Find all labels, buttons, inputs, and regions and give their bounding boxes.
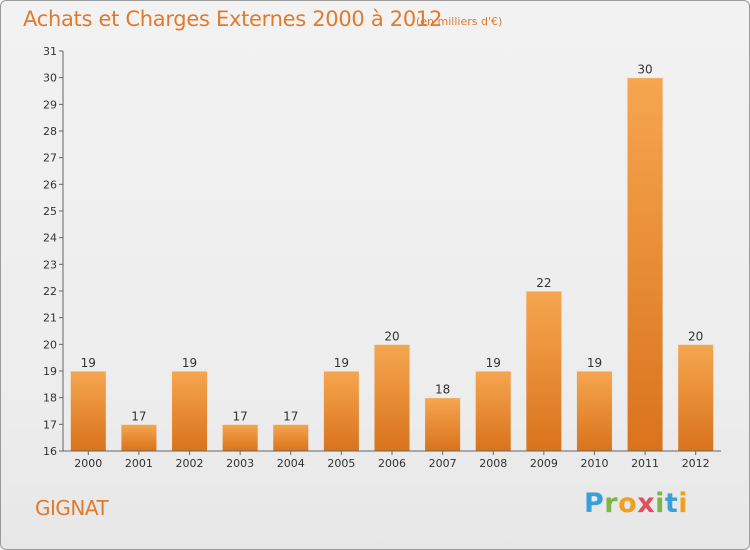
y-axis: 16 17 18 19 20 21 22 23 24 25 26 27 28 29 30 31 — [43, 45, 64, 458]
bar — [424, 397, 462, 452]
bar — [69, 370, 107, 452]
bar — [120, 423, 158, 452]
y-tick-label: 25 — [43, 205, 57, 218]
x-tick-label: 2002 — [176, 457, 204, 470]
bar-value-label: 17 — [283, 409, 298, 423]
x-tick-label: 2004 — [277, 457, 305, 470]
bar — [677, 343, 715, 452]
bar-value-label: 17 — [233, 409, 248, 423]
bar — [171, 370, 209, 452]
bar — [575, 370, 613, 452]
logo-letter: i — [678, 488, 689, 519]
bar-value-label: 18 — [435, 383, 450, 397]
y-tick-label: 28 — [43, 125, 57, 138]
y-tick-label: 24 — [43, 232, 57, 245]
logo-letter: P — [584, 488, 605, 519]
logo-letter: r — [604, 488, 619, 519]
bar-value-label: 20 — [688, 329, 703, 343]
bar — [221, 423, 259, 452]
x-axis: 2000 2001 2002 2003 2004 2005 2006 2007 2008 2009… — [63, 450, 721, 470]
x-tick-label: 2007 — [429, 457, 457, 470]
bar-value-label: 19 — [182, 356, 197, 370]
proxiti-logo: Proxiti — [584, 488, 688, 519]
logo-letter: x — [637, 488, 656, 519]
logo-letter: o — [618, 488, 638, 519]
chart-title: Achats et Charges Externes 2000 à 2012 — [23, 7, 443, 31]
bar-value-label: 19 — [334, 356, 349, 370]
bar-value-label: 22 — [536, 276, 551, 290]
logo-letter: t — [664, 488, 679, 519]
bar-value-label: 20 — [384, 329, 399, 343]
logo-letter: i — [655, 488, 665, 519]
x-tick-label: 2006 — [378, 457, 406, 470]
bar-value-label: 19 — [486, 356, 501, 370]
bar-value-label: 19 — [81, 356, 96, 370]
city-name: GIGNAT — [35, 496, 109, 520]
y-tick-label: 16 — [43, 445, 57, 458]
y-tick-label: 17 — [43, 418, 57, 431]
bars: 19 17 19 17 17 19 20 18 19 22 19 30 20 — [69, 63, 715, 452]
bar — [272, 423, 310, 452]
y-tick-label: 31 — [43, 45, 57, 58]
bar — [474, 370, 512, 452]
y-tick-label: 20 — [43, 338, 57, 351]
bar — [525, 290, 563, 452]
y-tick-label: 19 — [43, 365, 57, 378]
x-tick-label: 2011 — [631, 457, 659, 470]
x-tick-label: 2000 — [74, 457, 102, 470]
bar-value-label: 30 — [637, 63, 652, 77]
y-tick-label: 30 — [43, 72, 57, 85]
bar-value-label: 19 — [587, 356, 602, 370]
x-tick-label: 2001 — [125, 457, 153, 470]
y-tick-label: 23 — [43, 258, 57, 271]
y-tick-label: 27 — [43, 152, 57, 165]
x-tick-label: 2009 — [530, 457, 558, 470]
bar — [322, 370, 360, 452]
y-tick-label: 29 — [43, 98, 57, 111]
x-tick-label: 2012 — [682, 457, 710, 470]
y-tick-label: 18 — [43, 392, 57, 405]
x-tick-label: 2005 — [327, 457, 355, 470]
y-tick-label: 22 — [43, 285, 57, 298]
x-tick-label: 2003 — [226, 457, 254, 470]
chart-subtitle: (en milliers d'€) — [416, 15, 503, 28]
x-tick-label: 2008 — [479, 457, 507, 470]
y-tick-label: 26 — [43, 178, 57, 191]
y-tick-label: 21 — [43, 312, 57, 325]
bar-value-label: 17 — [131, 409, 146, 423]
x-tick-label: 2010 — [580, 457, 608, 470]
bar — [373, 343, 411, 452]
bar — [626, 77, 664, 452]
